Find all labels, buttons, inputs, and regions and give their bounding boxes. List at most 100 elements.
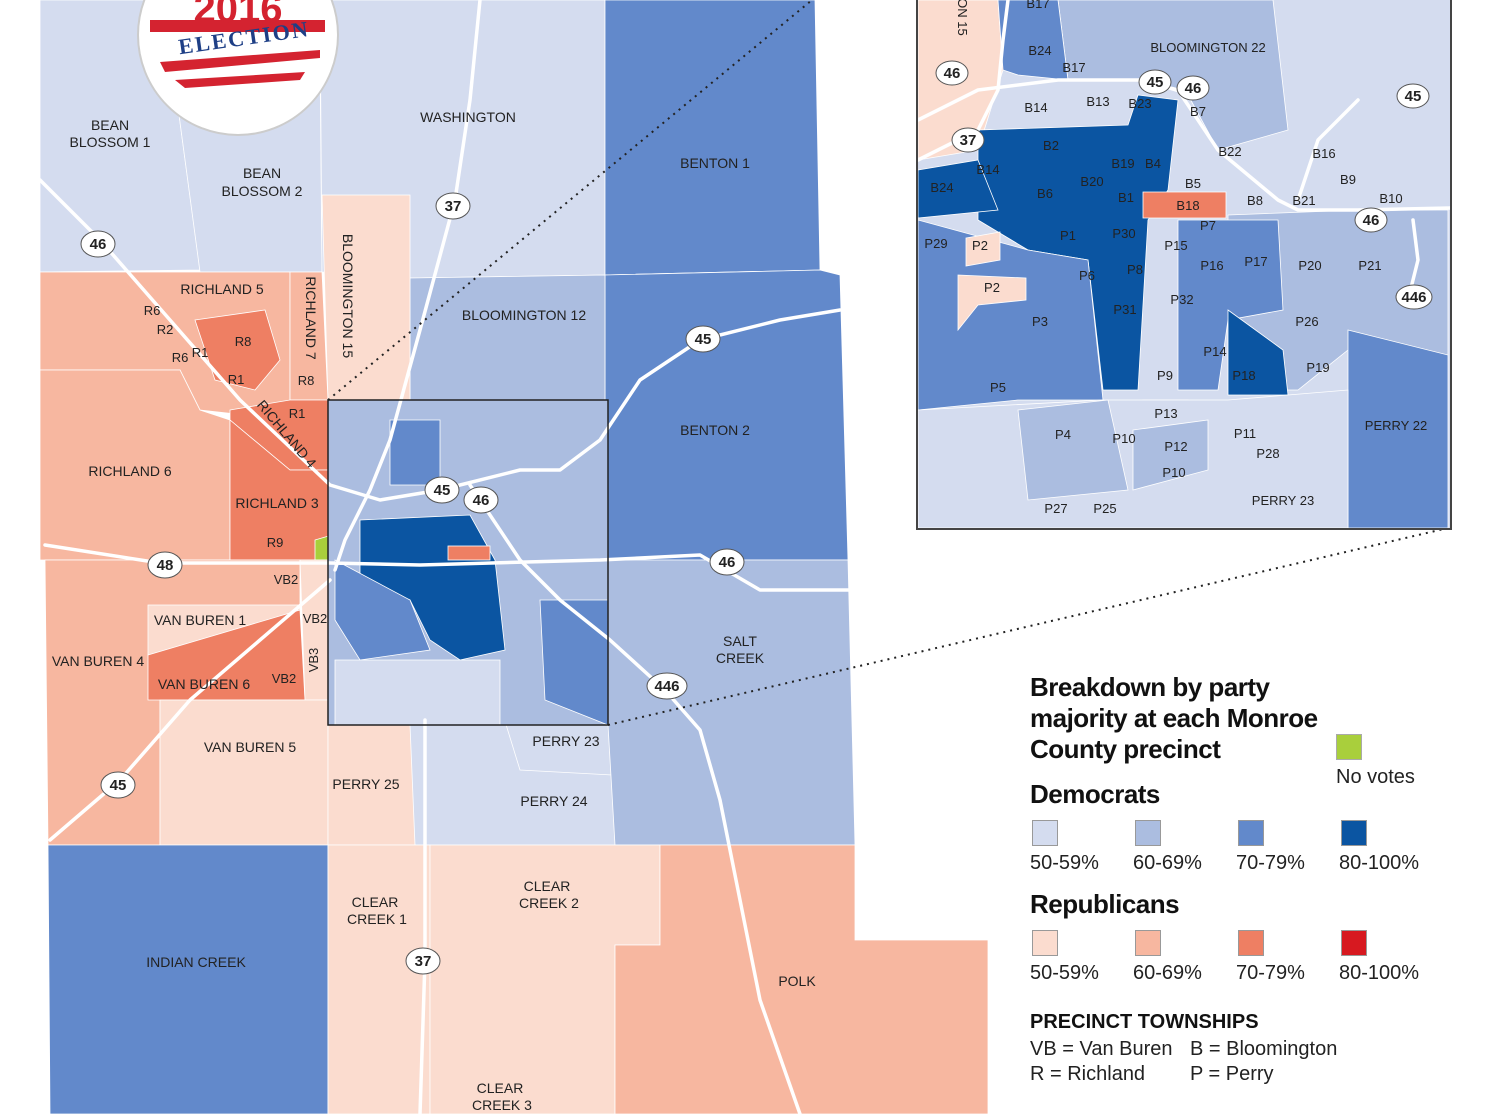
inset-label-p3: P3	[1032, 314, 1048, 329]
inset-label-b10: B10	[1379, 191, 1402, 206]
precinct-benton-1	[604, 0, 821, 276]
inset-label-p11: P11	[1234, 426, 1256, 441]
inset-core-80	[977, 94, 1179, 391]
inset-label-p10: P10	[1162, 465, 1185, 480]
inset-label-p30: P30	[1112, 226, 1135, 241]
precinct-salt-creek	[604, 559, 856, 846]
legend-republicans-row: 50-59% 60-69% 70-79% 80-100%	[1030, 930, 1470, 985]
label-vb2a: VB2	[274, 572, 299, 587]
inset-label-b21: B21	[1292, 193, 1315, 208]
label-salt-creek-a: SALT	[723, 633, 757, 649]
inset-b6-b14	[918, 159, 999, 219]
shield-37-s: 37	[405, 947, 441, 975]
label-clear-creek-3b: CREEK 3	[472, 1097, 532, 1113]
label-perry-25: PERRY 25	[332, 776, 399, 792]
label-vb2c: VB2	[272, 671, 297, 686]
label-dem-80: 80-100%	[1339, 852, 1420, 874]
label-dem-70: 70-79%	[1236, 852, 1305, 874]
svg-text:46: 46	[944, 65, 961, 82]
swatch-rep-60	[1135, 930, 1161, 956]
inset-road-46	[918, 78, 1450, 212]
township-p: P = Perry	[1190, 1063, 1274, 1085]
precinct-polk	[614, 844, 989, 1114]
inset-label-b2: B2	[1043, 138, 1059, 153]
inset-label-p9: P9	[1157, 368, 1173, 383]
swatch-rep-50	[1032, 930, 1058, 956]
label-bean-blossom-1b: BLOSSOM 1	[70, 134, 151, 150]
precinct-bloomington-12	[409, 274, 606, 401]
svg-text:46: 46	[1363, 212, 1380, 229]
swatch-rep-80	[1341, 930, 1367, 956]
inset-label-p31: P31	[1113, 302, 1136, 317]
inset-label-b14: B14	[1024, 100, 1047, 115]
label-clear-creek-2b: CREEK 2	[519, 895, 579, 911]
inset-label-perry-22: PERRY 22	[1365, 418, 1427, 433]
label-perry-23: PERRY 23	[532, 733, 599, 749]
inset-label-b22: B22	[1218, 144, 1241, 159]
inset-label-b4: B4	[1145, 156, 1161, 171]
legend-democrats-title: Democrats	[1030, 779, 1160, 809]
label-vb2b: VB2	[303, 611, 328, 626]
inset-label-b9: B9	[1340, 172, 1356, 187]
inset-label-p2: P2	[972, 238, 988, 253]
inset-label-p10: P10	[1112, 431, 1135, 446]
township-b: B = Bloomington	[1190, 1038, 1338, 1060]
inset-label-b14: B14	[976, 162, 999, 177]
svg-text:48: 48	[157, 557, 174, 574]
inset-label-b17: B17	[1026, 0, 1049, 11]
inset-label-p21: P21	[1358, 258, 1381, 273]
label-clear-creek-3a: CLEAR	[477, 1080, 524, 1096]
inset-label-b23: B23	[1128, 96, 1151, 111]
swatch-rep-70	[1238, 930, 1264, 956]
shield-46-east: 46	[709, 548, 745, 576]
svg-text:46: 46	[473, 492, 490, 509]
city-area-dem70-w	[334, 559, 431, 661]
inset-label-p20: P20	[1298, 258, 1321, 273]
label-r1a: R1	[192, 345, 209, 360]
label-van-buren-1: VAN BUREN 1	[154, 612, 247, 628]
inset-label-p19: P19	[1306, 360, 1329, 375]
inset-shields: 46 37 45 46 45 46 446	[935, 60, 1433, 310]
shield-45-ne: 45	[685, 325, 721, 353]
legend: Breakdown by party majority at each Monr…	[1030, 672, 1470, 1086]
label-dem-50: 50-59%	[1030, 852, 1099, 874]
inset-p4	[1017, 399, 1129, 501]
legend-democrats-row: 50-59% 60-69% 70-79% 80-100%	[1030, 820, 1470, 875]
city-area-dem50	[334, 659, 501, 726]
inset-label-gton-15: GTON 15	[955, 0, 970, 36]
inset-label-p17: P17	[1244, 254, 1267, 269]
svg-text:45: 45	[434, 482, 451, 499]
inset-label-p7: P7	[1200, 218, 1216, 233]
label-bloomington-12: BLOOMINGTON 12	[462, 307, 586, 323]
precinct-indian-creek	[47, 844, 329, 1114]
svg-text:45: 45	[1147, 74, 1164, 91]
inset-label-b18: B18	[1176, 198, 1199, 213]
label-rep-60: 60-69%	[1133, 962, 1202, 984]
inset-label-b24: B24	[1028, 43, 1051, 58]
swatch-dem-70	[1238, 820, 1264, 846]
inset-b18	[1142, 191, 1227, 219]
inset-label-p25: P25	[1093, 501, 1116, 516]
svg-text:45: 45	[695, 331, 712, 348]
inset-label-p26: P26	[1295, 314, 1318, 329]
label-r8b: R8	[298, 373, 315, 388]
label-perry-24: PERRY 24	[520, 793, 587, 809]
township-vb: VB = Van Buren	[1030, 1038, 1173, 1060]
label-clear-creek-1b: CREEK 1	[347, 911, 407, 927]
label-r8a: R8	[235, 334, 252, 349]
svg-text:446: 446	[1401, 289, 1426, 306]
svg-text:45: 45	[1405, 88, 1422, 105]
shield-48: 48	[147, 551, 183, 579]
swatch-dem-60	[1135, 820, 1161, 846]
inset-road-45	[1296, 98, 1360, 202]
no-votes-swatch	[1336, 734, 1362, 760]
shield-46-nw: 46	[80, 230, 116, 258]
svg-text:37: 37	[445, 198, 462, 215]
inset-label-p32: P32	[1170, 292, 1193, 307]
inset-label-b6: B6	[1037, 186, 1053, 201]
precinct-bloomington-15	[321, 194, 411, 401]
legend-title: Breakdown by party majority at each Monr…	[1030, 672, 1318, 764]
label-r2: R2	[157, 322, 174, 337]
label-bloomington-15: BLOOMINGTON 15	[340, 234, 356, 358]
